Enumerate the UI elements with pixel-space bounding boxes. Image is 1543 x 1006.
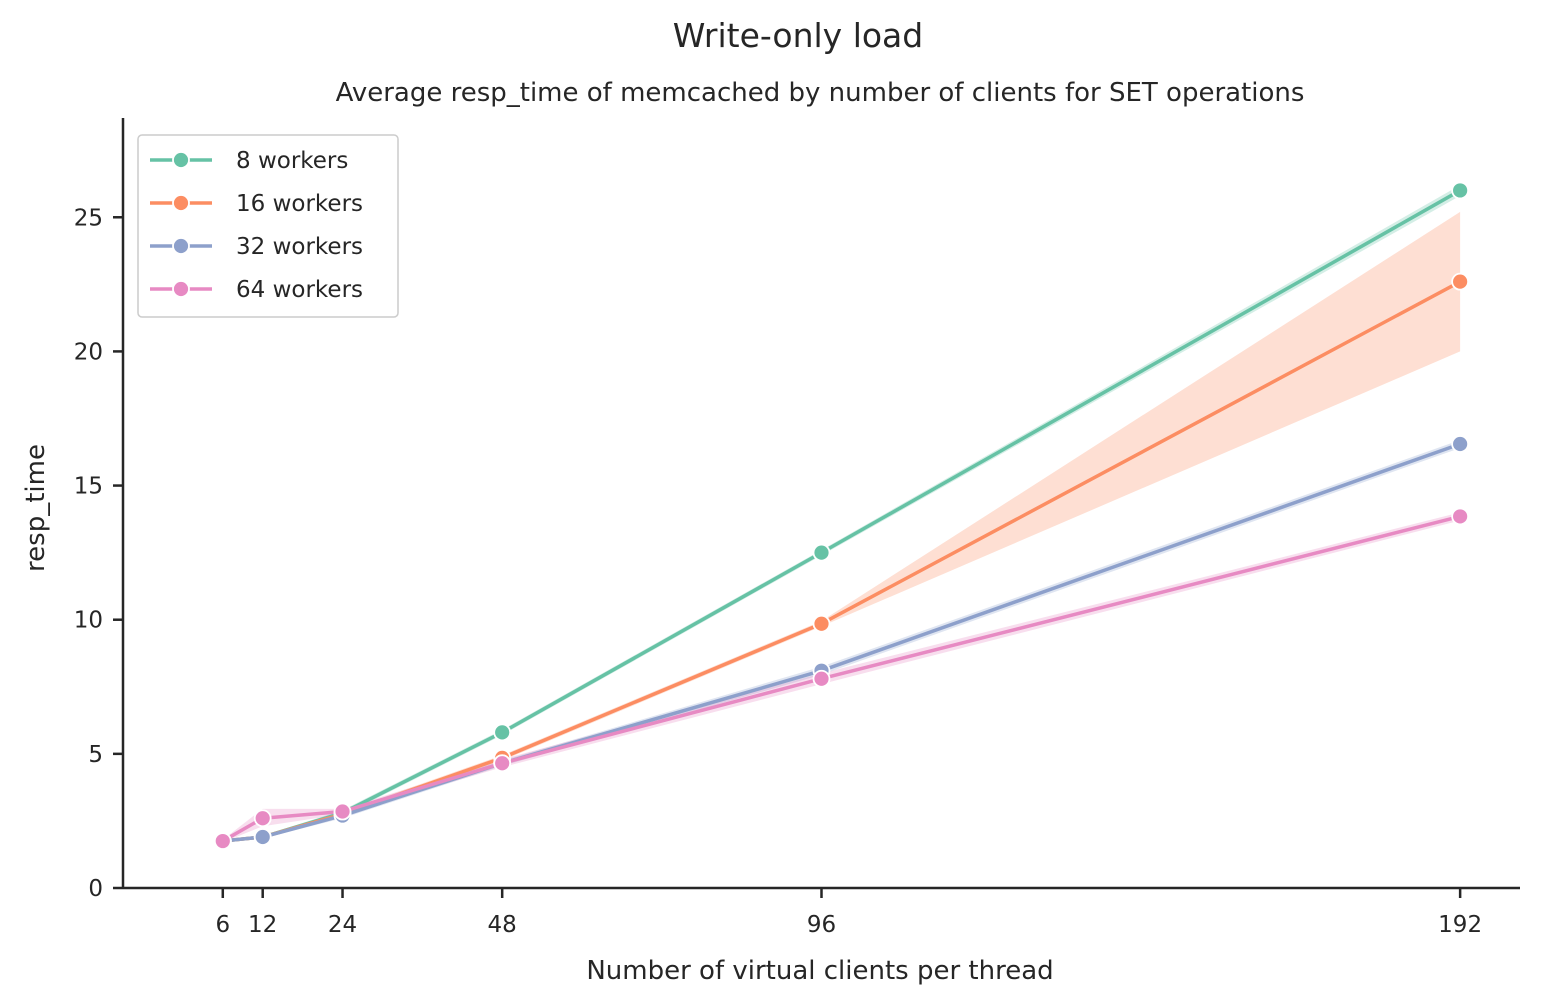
- data-point: [1451, 272, 1470, 291]
- legend-frame: [137, 134, 399, 318]
- series-markers: [213, 181, 1470, 850]
- x-axis-ticks: 6 12 24 48 96 192: [215, 888, 1482, 938]
- x-axis-label: Number of virtual clients per thread: [586, 956, 1053, 986]
- legend-marker: [172, 151, 190, 169]
- legend: 8 workers 16 workers 32 workers 64 workers: [137, 134, 399, 318]
- data-point: [1451, 507, 1470, 526]
- data-point: [253, 809, 272, 828]
- legend-marker: [172, 237, 190, 255]
- y-tick-label: 5: [88, 742, 103, 768]
- legend-marker: [172, 280, 190, 298]
- data-point: [253, 828, 272, 846]
- x-tick-label: 12: [248, 912, 277, 938]
- x-tick-label: 96: [807, 912, 836, 938]
- legend-marker: [172, 194, 190, 212]
- chart-suptitle: Write-only load: [673, 16, 923, 55]
- y-axis-ticks: 0 5 10 15 20 25: [74, 205, 123, 902]
- y-tick-label: 0: [88, 876, 103, 902]
- data-point: [812, 543, 831, 562]
- legend-label: 32 workers: [236, 234, 363, 260]
- data-point: [213, 832, 232, 850]
- data-point: [812, 669, 831, 688]
- legend-label: 64 workers: [236, 277, 363, 303]
- y-tick-label: 25: [74, 205, 103, 231]
- x-tick-label: 6: [215, 912, 230, 938]
- y-axis-label: resp_time: [21, 444, 51, 572]
- data-point: [1451, 181, 1470, 200]
- legend-label: 16 workers: [236, 191, 363, 217]
- data-point: [333, 802, 352, 821]
- x-tick-label: 24: [328, 912, 357, 938]
- y-tick-label: 20: [74, 339, 103, 365]
- chart-title: Average resp_time of memcached by number…: [336, 78, 1305, 108]
- data-point: [493, 723, 512, 742]
- y-tick-label: 10: [74, 608, 103, 634]
- legend-label: 8 workers: [236, 148, 348, 174]
- x-tick-label: 48: [488, 912, 517, 938]
- data-point: [493, 754, 512, 773]
- data-point: [1451, 435, 1470, 453]
- data-point: [812, 614, 831, 633]
- y-tick-label: 15: [74, 474, 103, 500]
- x-tick-label: 192: [1438, 912, 1482, 938]
